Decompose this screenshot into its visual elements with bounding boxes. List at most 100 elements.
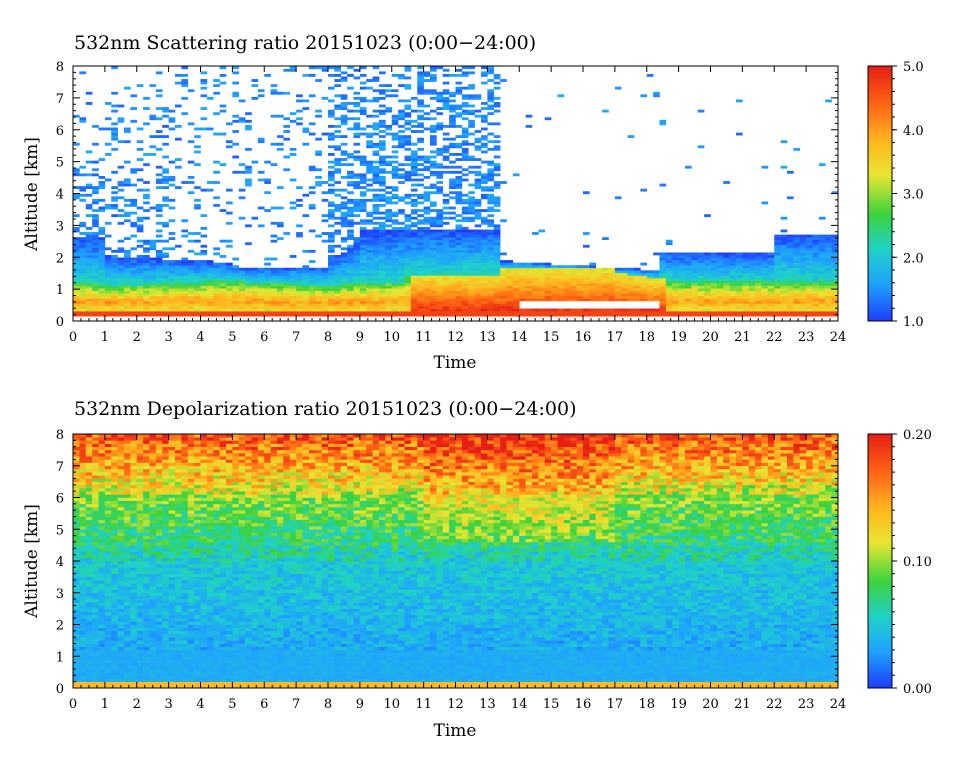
heatmap-cell <box>716 280 724 284</box>
heatmap-cell <box>136 262 144 266</box>
heatmap-cell <box>398 260 405 263</box>
heatmap-cell <box>385 298 393 302</box>
heatmap-cell <box>391 277 399 281</box>
heatmap-cell <box>136 277 144 281</box>
heatmap-cell <box>73 624 80 628</box>
heatmap-cell <box>468 244 475 248</box>
heatmap-cell <box>799 244 807 248</box>
heatmap-cell <box>430 270 437 274</box>
heatmap-cell <box>799 313 807 317</box>
heatmap-cell <box>430 186 437 190</box>
heatmap-cell <box>347 249 354 253</box>
heatmap-cell <box>226 262 233 266</box>
heatmap-cell <box>315 288 322 292</box>
heatmap-cell <box>359 186 367 190</box>
heatmap-cell <box>806 280 813 284</box>
heatmap-cell <box>73 446 80 451</box>
heatmap-cell <box>359 311 367 314</box>
heatmap-cell <box>398 262 405 266</box>
heatmap-cell <box>544 275 552 279</box>
heatmap-cell <box>417 173 424 177</box>
heatmap-cell <box>124 211 131 215</box>
heatmap-cell <box>79 237 87 241</box>
heatmap-cell <box>366 298 373 302</box>
heatmap-cell <box>442 104 450 108</box>
heatmap-cell <box>831 277 838 281</box>
heatmap-cell <box>621 267 628 271</box>
colorbar-scattering <box>867 65 893 322</box>
heatmap-cell <box>716 298 724 302</box>
heatmap-cell <box>321 298 329 302</box>
heatmap-cell <box>410 124 418 128</box>
heatmap-cell <box>79 308 87 312</box>
heatmap-cell <box>391 221 399 225</box>
heatmap-cell <box>85 551 93 555</box>
heatmap-cell <box>500 275 507 279</box>
heatmap-cell <box>379 267 386 271</box>
heatmap-cell <box>328 135 335 139</box>
heatmap-cell <box>461 66 469 70</box>
heatmap-cell <box>296 288 303 292</box>
heatmap-cell <box>410 242 418 246</box>
heatmap-cell <box>334 262 342 266</box>
heatmap-cell <box>143 255 150 258</box>
heatmap-cell <box>98 681 106 686</box>
heatmap-cell <box>334 283 342 286</box>
heatmap-cell <box>678 313 686 317</box>
heatmap-cell <box>73 262 80 266</box>
heatmap-cell <box>487 79 495 82</box>
heatmap-cell <box>436 99 444 103</box>
heatmap-cell <box>551 290 558 294</box>
heatmap-cell <box>691 288 699 292</box>
heatmap-cell <box>85 186 93 190</box>
heatmap-cell <box>251 84 259 88</box>
heatmap-cell <box>104 313 112 317</box>
heatmap-cell <box>410 168 418 172</box>
heatmap-cell <box>85 206 93 210</box>
heatmap-cell <box>557 267 565 271</box>
heatmap-cell <box>73 484 80 489</box>
heatmap-cell <box>79 659 87 663</box>
heatmap-cell <box>774 260 781 263</box>
heatmap-cell <box>155 288 163 292</box>
heatmap-cell <box>321 293 329 297</box>
heatmap-cell <box>538 280 546 284</box>
heatmap-cell <box>449 160 456 164</box>
heatmap-cell <box>481 242 488 246</box>
heatmap-cell <box>283 300 291 304</box>
heatmap-cell <box>79 285 87 289</box>
heatmap-cell <box>92 611 99 616</box>
heatmap-cell <box>111 191 118 195</box>
heatmap-cell <box>391 249 399 253</box>
heatmap-cell <box>347 198 354 202</box>
heatmap-cell <box>136 127 144 131</box>
heatmap-cell <box>379 300 386 304</box>
heatmap-cell <box>691 300 699 304</box>
heatmap-cell <box>385 237 393 241</box>
heatmap-cell <box>308 285 316 289</box>
heatmap-cell <box>98 298 106 302</box>
heatmap-cell <box>391 117 399 121</box>
heatmap-cell <box>793 295 801 299</box>
heatmap-cell <box>379 168 386 172</box>
heatmap-cell <box>704 272 711 276</box>
heatmap-cell <box>79 510 87 514</box>
heatmap-cell <box>111 206 118 210</box>
heatmap-cell <box>85 608 93 613</box>
heatmap-cell <box>595 277 603 281</box>
heatmap-cell <box>238 99 246 103</box>
heatmap-cell <box>423 191 431 195</box>
heatmap-cell <box>449 295 456 299</box>
heatmap-cell <box>678 270 686 274</box>
heatmap-cell <box>130 303 138 307</box>
heatmap-cell <box>430 79 437 82</box>
heatmap-cell <box>111 298 118 302</box>
heatmap-cell <box>79 453 87 457</box>
heatmap-cell <box>85 453 93 457</box>
heatmap-cell <box>85 573 93 578</box>
heatmap-cell <box>557 290 565 294</box>
heatmap-cell <box>277 91 284 95</box>
heatmap-cell <box>461 306 469 309</box>
heatmap-cell <box>296 272 303 276</box>
heatmap-cell <box>487 303 495 307</box>
